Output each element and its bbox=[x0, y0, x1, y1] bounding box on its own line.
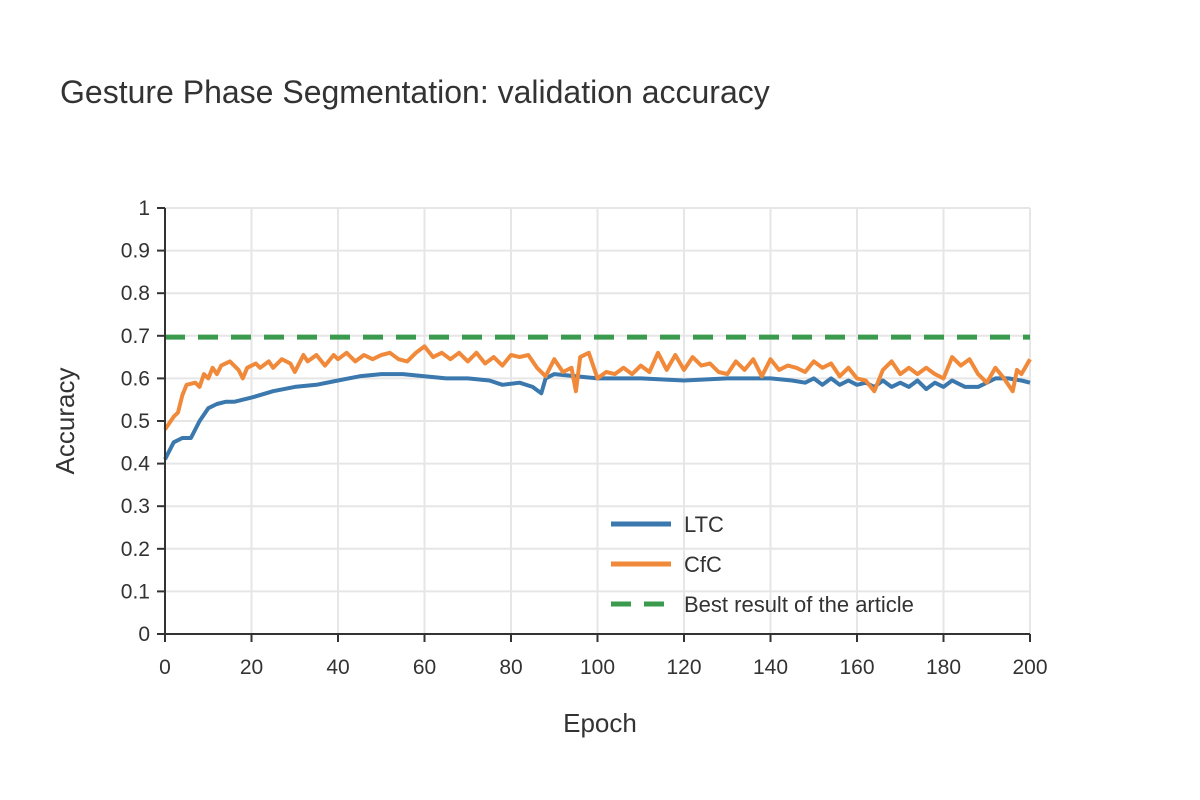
x-tick-label: 60 bbox=[413, 656, 436, 679]
y-tick-label: 0.1 bbox=[121, 580, 150, 603]
x-tick-label: 140 bbox=[753, 656, 788, 679]
y-tick-label: 0 bbox=[138, 623, 150, 646]
grid bbox=[165, 207, 1031, 634]
legend-label: CfC bbox=[684, 552, 722, 577]
y-axis-label: Accuracy bbox=[50, 368, 80, 475]
series-line-ltc bbox=[163, 372, 1031, 461]
x-tick-label: 180 bbox=[926, 656, 961, 679]
y-tick-label: 0.3 bbox=[121, 495, 150, 518]
y-tick-label: 0.9 bbox=[121, 240, 150, 263]
legend-label: Best result of the article bbox=[684, 592, 914, 617]
y-tick-label: 0.5 bbox=[121, 410, 150, 433]
x-tick-label: 100 bbox=[580, 656, 615, 679]
x-tick-label: 40 bbox=[326, 656, 349, 679]
series-group bbox=[163, 334, 1032, 461]
y-tick-label: 0.7 bbox=[121, 325, 150, 348]
y-tick-label: 0.4 bbox=[121, 453, 151, 476]
y-tick-label: 0.2 bbox=[121, 538, 150, 561]
y-tick-label: 1 bbox=[138, 197, 150, 220]
chart-title: Gesture Phase Segmentation: validation a… bbox=[60, 74, 770, 110]
x-tick-label: 20 bbox=[240, 656, 263, 679]
x-tick-label: 200 bbox=[1012, 656, 1047, 679]
x-tick-label: 0 bbox=[159, 656, 171, 679]
x-axis-label: Epoch bbox=[563, 708, 637, 738]
ticks: 0 20 40 60 80 100 120 140 160 180 200 0 0.1 0.2 0.3 0.4… bbox=[121, 197, 1048, 679]
series-line-cfc bbox=[163, 344, 1032, 431]
x-tick-label: 120 bbox=[666, 656, 701, 679]
y-tick-label: 0.6 bbox=[121, 367, 150, 390]
x-tick-label: 160 bbox=[839, 656, 874, 679]
legend: LTC CfC Best result of the article bbox=[611, 512, 914, 617]
y-tick-label: 0.8 bbox=[121, 282, 150, 305]
legend-label: LTC bbox=[684, 512, 724, 537]
x-tick-label: 80 bbox=[499, 656, 522, 679]
